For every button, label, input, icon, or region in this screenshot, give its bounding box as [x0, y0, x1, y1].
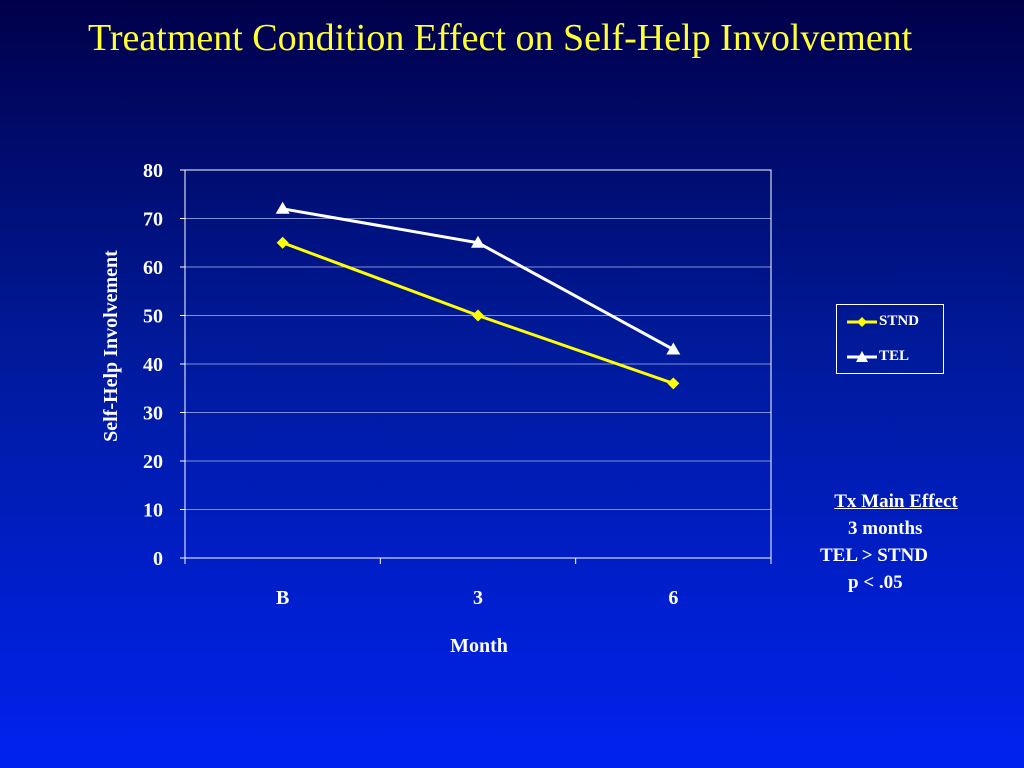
annotation-line-2: TEL > STND	[820, 545, 928, 566]
slide-title: Treatment Condition Effect on Self-Help …	[88, 17, 913, 59]
annotation-heading: Tx Main Effect	[834, 491, 958, 512]
data-point-stnd	[667, 377, 680, 390]
chart-legend: STND TEL	[836, 304, 944, 374]
triangle-marker-icon	[847, 350, 877, 362]
y-tick-label: 70	[143, 209, 163, 231]
plot-area: 0 10 20 30 40 50 60 70 80 B 3 6	[143, 160, 772, 609]
diamond-marker-icon	[847, 316, 877, 327]
y-tick-label: 0	[153, 548, 163, 570]
x-tick-label: 6	[668, 587, 678, 609]
stats-annotation: Tx Main Effect 3 months TEL > STND p < .…	[806, 488, 986, 596]
x-tick-label: 3	[473, 587, 483, 609]
y-axis-title: Self-Help Involvement	[100, 250, 122, 442]
data-point-tel	[471, 235, 485, 248]
data-point-stnd	[276, 236, 289, 249]
legend-label-stnd: STND	[879, 313, 920, 329]
plot-border	[184, 169, 772, 559]
y-tick-label: 50	[143, 306, 163, 328]
data-point-tel	[275, 201, 290, 214]
x-axis-title: Month	[450, 635, 508, 657]
series-line-tel	[282, 207, 675, 351]
y-tick-label: 10	[143, 500, 163, 522]
data-point-tel	[666, 342, 681, 355]
annotation-line-1: 3 months	[848, 518, 923, 539]
data-point-stnd	[472, 309, 484, 322]
y-tick-label: 60	[143, 257, 163, 279]
y-tick-label: 20	[143, 451, 163, 473]
legend-item-tel: TEL	[847, 348, 909, 365]
y-tick-label: 40	[143, 354, 163, 376]
annotation-line-3: p < .05	[848, 572, 903, 593]
y-tick-label: 80	[143, 160, 163, 182]
x-tick-label: B	[276, 587, 289, 609]
legend-label-tel: TEL	[879, 348, 910, 364]
y-tick-label: 30	[143, 403, 163, 425]
legend-item-stnd: STND	[847, 313, 919, 330]
